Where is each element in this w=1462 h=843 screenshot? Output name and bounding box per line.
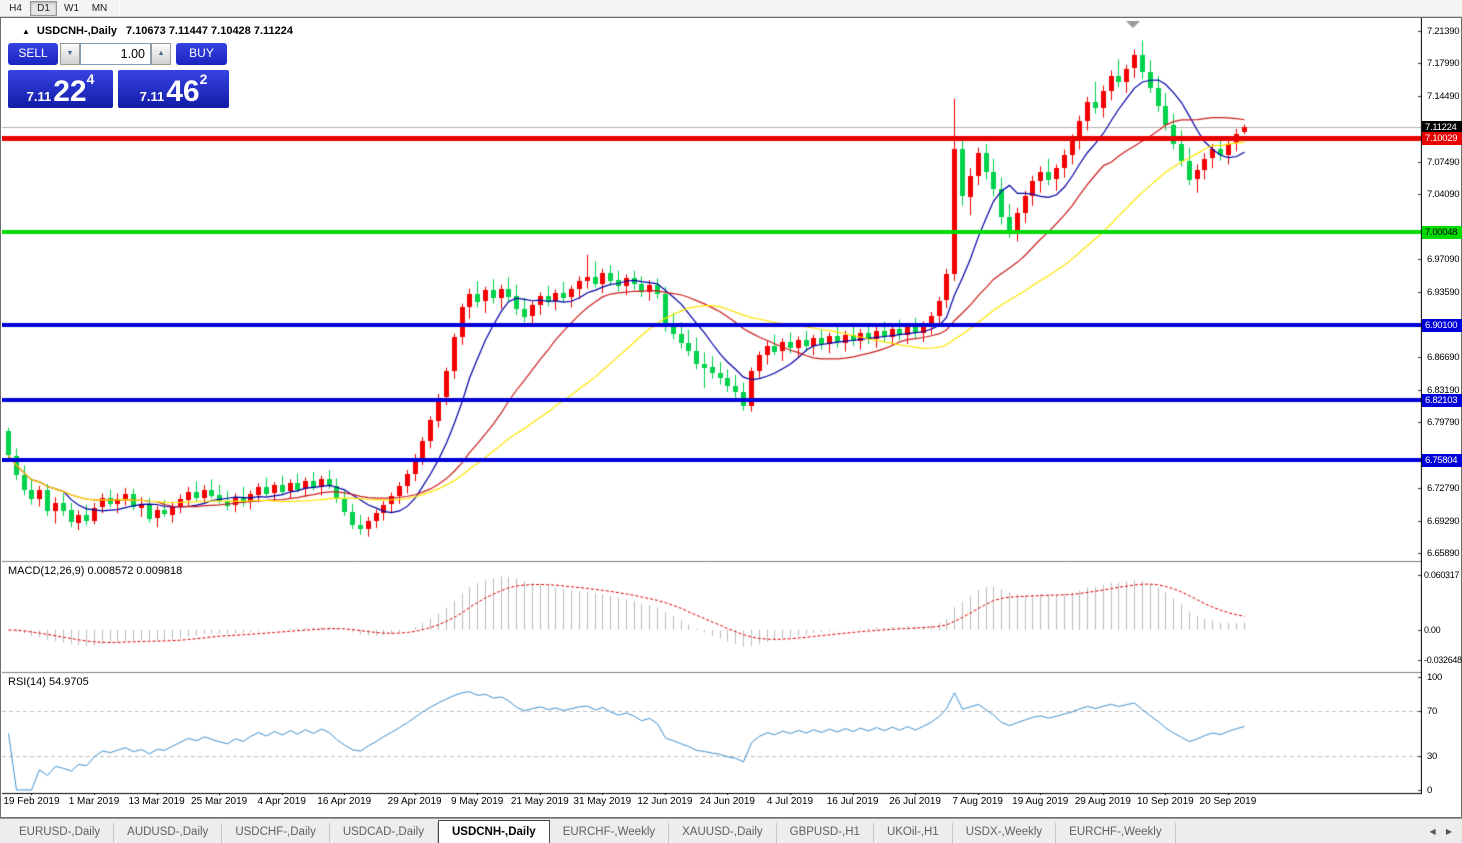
date-axis-label: 9 May 2019: [451, 796, 504, 807]
price-axis-tick: 7.17990: [1427, 58, 1460, 69]
rsi-indicator-label: RSI(14) 54.9705: [8, 676, 89, 688]
price-axis-tick: 7.07490: [1427, 157, 1460, 168]
chart-tab-gbpusd-h1[interactable]: GBPUSD-,H1: [777, 823, 874, 843]
tab-scroll-left-icon[interactable]: ◀: [1429, 827, 1436, 836]
price-axis-tick: 6.93590: [1427, 287, 1460, 298]
date-axis-label: 31 May 2019: [573, 796, 632, 807]
chart-tab-usdcnh-daily[interactable]: USDCNH-,Daily: [437, 820, 550, 843]
price-axis-tick: 6.69290: [1427, 516, 1460, 527]
symbol-tab-bar: EURUSD-,Daily AUDUSD-,Daily USDCHF-,Daily U…: [0, 818, 1462, 843]
macd-axis-tick: -0.032648: [1424, 655, 1462, 665]
chart-tab-usdx-weekly[interactable]: USDX-,Weekly: [953, 823, 1057, 843]
rsi-axis-tick: 0: [1427, 785, 1432, 796]
date-axis-label: 10 Sep 2019: [1137, 796, 1194, 807]
price-axis-tick: 6.65890: [1427, 548, 1460, 559]
rsi-axis-tick: 30: [1427, 751, 1437, 762]
date-axis-label: 25 Mar 2019: [191, 796, 248, 807]
date-axis-label: 20 Sep 2019: [1199, 796, 1257, 807]
tab-scroll-right-icon[interactable]: ▶: [1445, 827, 1452, 836]
date-axis-label: 24 Jun 2019: [699, 796, 755, 807]
timeframe-button-d1[interactable]: D1: [30, 0, 57, 16]
buy-price-prefix: 7.11: [139, 89, 165, 104]
date-axis-label: 16 Apr 2019: [317, 796, 372, 807]
date-axis-label: 29 Aug 2019: [1074, 796, 1131, 807]
timeframe-button-mn[interactable]: MN: [91, 2, 108, 14]
price-axis-tick: 7.04090: [1427, 189, 1460, 200]
rsi-axis-tick: 100: [1427, 672, 1442, 683]
chart-canvas[interactable]: [2, 18, 1422, 795]
sell-price-button[interactable]: 7.11 22 4: [8, 70, 113, 108]
chart-tab-ukoil-h1[interactable]: UKOil-,H1: [874, 823, 953, 843]
tab-scroll-arrows: ◀ ▶: [1421, 827, 1452, 836]
timeframe-button-h4[interactable]: H4: [9, 2, 22, 14]
chart-ohlc-values: 7.10673 7.11447 7.10428 7.11224: [126, 25, 294, 37]
chart-tab-audusd-daily[interactable]: AUDUSD-,Daily: [114, 823, 223, 843]
timeframe-button-w1[interactable]: W1: [64, 2, 79, 14]
date-axis-label: 12 Jun 2019: [637, 796, 693, 807]
price-axis-badge: 6.75804: [1422, 454, 1462, 467]
price-axis-tick: 6.79790: [1427, 417, 1460, 428]
date-axis-label: 4 Jul 2019: [766, 796, 814, 807]
sell-button[interactable]: SELL: [8, 43, 58, 65]
date-axis-label: 16 Jul 2019: [826, 796, 879, 807]
price-axis-tick: 7.14490: [1427, 91, 1460, 102]
date-axis-label: 19 Aug 2019: [1012, 796, 1069, 807]
price-axis-tick: 6.86690: [1427, 352, 1460, 363]
date-axis-label: 1 Mar 2019: [68, 796, 120, 807]
price-axis-tick: 6.97090: [1427, 254, 1460, 265]
rsi-axis-tick: 70: [1427, 706, 1437, 717]
volume-decrease-button[interactable]: ▼: [60, 43, 80, 65]
sell-price-pip: 4: [86, 71, 95, 87]
price-axis-tick: 6.83190: [1427, 385, 1460, 396]
chart-tab-xauusd-daily[interactable]: XAUUSD-,Daily: [669, 823, 777, 843]
chart-tab-usdchf-daily[interactable]: USDCHF-,Daily: [222, 823, 330, 843]
price-axis-badge: 6.90100: [1422, 319, 1462, 332]
one-click-trade-panel: SELL ▼ 1.00 ▲ BUY 7.11 22 4 7.11 46 2: [8, 43, 229, 108]
date-axis-label: 21 May 2019: [510, 796, 569, 807]
price-axis-badge: 6.82103: [1422, 394, 1462, 407]
chart-tab-usdcad-daily[interactable]: USDCAD-,Daily: [330, 823, 438, 843]
date-axis-label: 7 Aug 2019: [952, 796, 1003, 807]
chart-tab-eurchf-weekly[interactable]: EURCHF-,Weekly: [550, 823, 670, 843]
price-axis-badge: 7.00048: [1422, 226, 1462, 239]
chart-title: ▲ USDCNH-,Daily 7.10673 7.11447 7.10428 …: [22, 25, 293, 37]
macd-axis-tick: 0.060317: [1424, 570, 1460, 580]
sell-price-prefix: 7.11: [26, 89, 52, 104]
collapse-triangle-icon[interactable]: ▲: [22, 26, 30, 36]
buy-price-button[interactable]: 7.11 46 2: [118, 70, 229, 108]
price-axis-tick: 7.21390: [1427, 26, 1460, 37]
date-axis-label: 13 Mar 2019: [128, 796, 185, 807]
timeframe-toolbar: H4 D1 W1 MN: [0, 0, 1462, 17]
chart-symbol-label: USDCNH-,Daily: [36, 25, 117, 37]
volume-input[interactable]: 1.00: [80, 43, 151, 65]
macd-indicator-label: MACD(12,26,9) 0.008572 0.009818: [8, 565, 183, 577]
price-axis-tick: 6.72790: [1427, 483, 1460, 494]
macd-axis-tick: 0.00: [1424, 625, 1441, 635]
toolbar-separator: [119, 1, 120, 15]
chart-tab-eurusd-daily[interactable]: EURUSD-,Daily: [6, 823, 115, 843]
volume-increase-button[interactable]: ▲: [151, 43, 171, 65]
sell-price-big: 22: [53, 75, 87, 108]
buy-price-big: 46: [166, 75, 200, 108]
date-axis-label: 4 Apr 2019: [257, 796, 306, 807]
chart-tab-eurchf-weekly[interactable]: EURCHF-,Weekly: [1056, 823, 1176, 843]
date-axis-label: 29 Apr 2019: [387, 796, 442, 807]
price-axis-badge: 7.11224: [1422, 121, 1462, 134]
date-axis-label: 26 Jul 2019: [889, 796, 941, 807]
buy-button[interactable]: BUY: [176, 43, 227, 65]
date-axis-label: 19 Feb 2019: [3, 796, 60, 807]
price-axis-badge: 7.10029: [1422, 132, 1462, 145]
buy-price-pip: 2: [199, 71, 208, 87]
